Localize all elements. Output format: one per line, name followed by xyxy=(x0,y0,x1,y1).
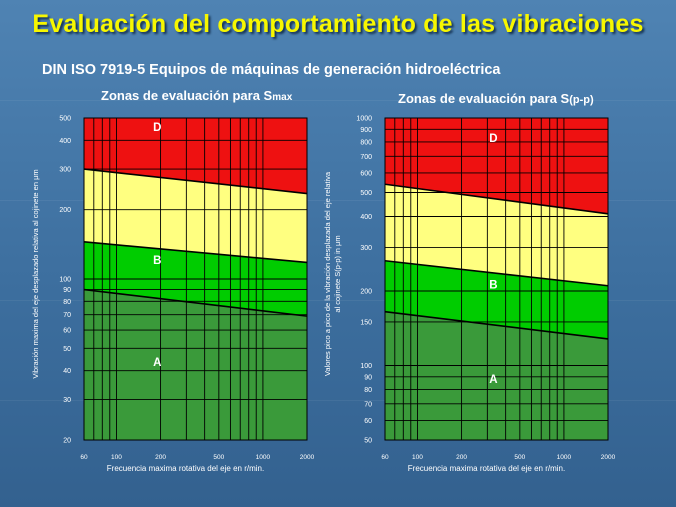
y-tick-label: 40 xyxy=(63,368,71,375)
plot-frame xyxy=(83,117,308,441)
x-tick-label: 100 xyxy=(111,454,122,461)
y-tick-label: 400 xyxy=(59,138,71,145)
zone-c-area xyxy=(84,169,307,263)
zone-boundary-b-c xyxy=(83,241,308,264)
y-tick-label: 500 xyxy=(59,116,71,123)
zone-boundary-c-d xyxy=(83,168,308,195)
zone-label-b: B xyxy=(153,255,161,267)
y-tick-label: 60 xyxy=(63,328,71,335)
x-tick-label: 200 xyxy=(155,454,166,461)
y-tick-label: 200 xyxy=(59,207,71,214)
y-tick-label: 100 xyxy=(59,277,71,284)
slide-subtitle: DIN ISO 7919-5 Equipos de máquinas de ge… xyxy=(42,62,501,78)
zone-label-a: A xyxy=(153,357,161,369)
zone-boundary-a-b xyxy=(83,288,308,317)
x-tick-label: 500 xyxy=(213,454,224,461)
y-tick-label: 300 xyxy=(59,167,71,174)
chart-2-title: Zonas de evaluación para S(p-p) xyxy=(398,91,594,106)
chart-1-title-main: Zonas de evaluación para S xyxy=(101,88,273,103)
chart-1-title: Zonas de evaluación para Smax xyxy=(101,88,292,103)
y-axis-label: Vibración maxima del eje desplazado rela… xyxy=(31,169,40,378)
x-axis-label: Frecuencia maxima rotativa del eje en r/… xyxy=(107,464,264,473)
chart-2-title-main: Zonas de evaluación para S xyxy=(398,91,570,106)
slide-title: Evaluación del comportamiento de las vib… xyxy=(32,10,644,38)
y-tick-label: 70 xyxy=(63,312,71,319)
chart-2-title-sub: (p-p) xyxy=(569,94,594,106)
x-tick-label: 1000 xyxy=(256,454,271,461)
y-tick-label: 20 xyxy=(63,438,71,445)
chart-1-title-sub: max xyxy=(272,92,293,103)
x-tick-label: 2000 xyxy=(300,454,315,461)
x-tick-label: 60 xyxy=(80,454,88,461)
y-tick-label: 30 xyxy=(63,397,71,404)
y-tick-label: 50 xyxy=(63,346,71,353)
y-tick-label: 80 xyxy=(63,299,71,306)
y-tick-label: 90 xyxy=(63,287,71,294)
zone-label-d: D xyxy=(153,122,161,134)
